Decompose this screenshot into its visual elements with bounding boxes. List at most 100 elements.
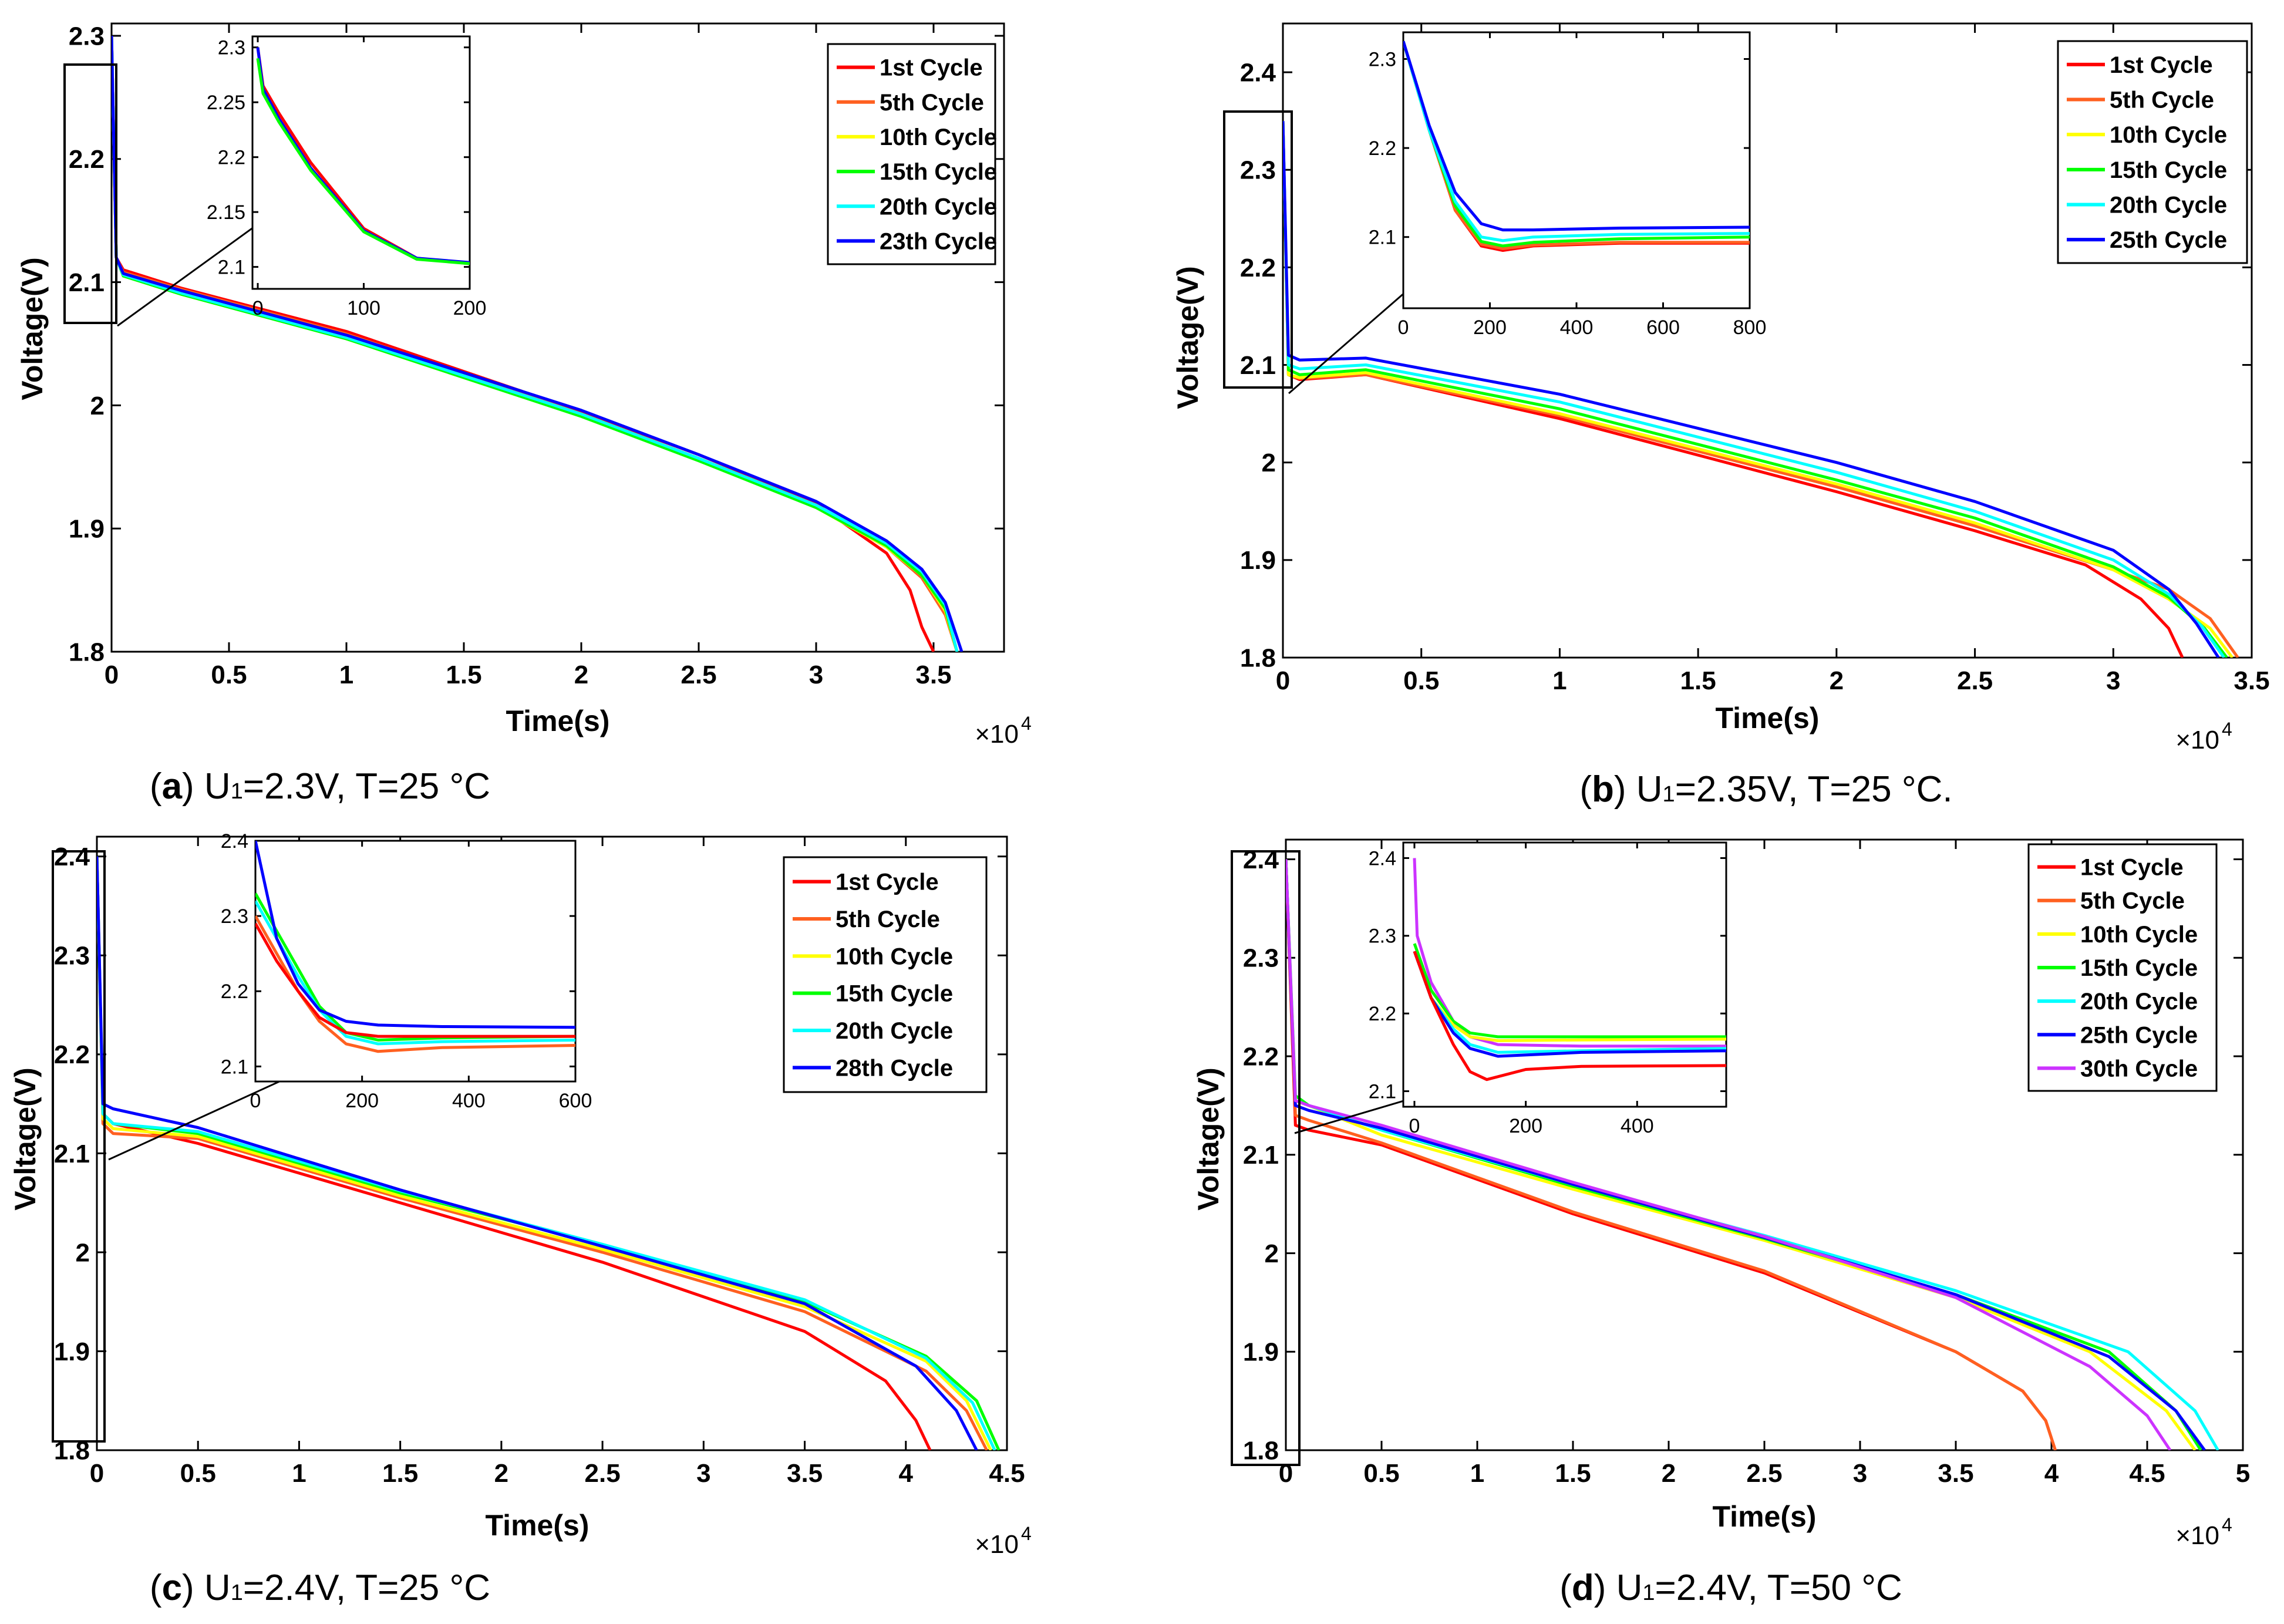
panel-c-xtick-label: 2 — [494, 1459, 508, 1488]
panel-c-xtick-label: 3 — [696, 1459, 710, 1488]
legend-label: 10th Cycle — [880, 124, 997, 150]
x-multiplier: ×10 — [2175, 1521, 2219, 1550]
panel-a-xtick-label: 1.5 — [446, 661, 481, 689]
inset-b-xtick-label: 200 — [1473, 316, 1507, 339]
panel-b-xtick-label: 1.5 — [1680, 666, 1716, 695]
inset-c-xtick-label: 600 — [559, 1090, 592, 1112]
inset-c: 0 200 400 600 2.1 2.2 2.3 2.4 — [221, 830, 592, 1112]
panel-caption: (a) U1=2.3V, T=25 °C — [150, 766, 490, 807]
legend-label: 15th Cycle — [880, 159, 997, 185]
panel-b-ytick-label: 2 — [1262, 449, 1276, 477]
inset-d-ytick-label: 2.2 — [1369, 1003, 1396, 1025]
caption-part: ( — [150, 1568, 162, 1608]
inset-d-ytick-label: 2.1 — [1369, 1080, 1396, 1103]
inset-c-series-line-1 — [255, 892, 575, 1042]
panel-c-ytick-label: 2.3 — [54, 942, 90, 971]
legend: 1st Cycle 5th Cycle 10th Cycle 15th Cycle 20… — [2057, 40, 2248, 264]
legend-label: 20th Cycle — [2110, 193, 2227, 218]
panel-d-xtick-label: 4 — [2044, 1459, 2059, 1488]
legend-label: 10th Cycle — [2110, 122, 2227, 148]
panel-c-ytick-label: 2.2 — [54, 1040, 90, 1069]
panel-b-xtick-label: 1 — [1552, 666, 1567, 695]
panel-d-xtick-label: 3 — [1853, 1459, 1867, 1488]
caption-part: =2.4V, T=25 °C — [243, 1568, 490, 1608]
panel-d-xtick-label: 5 — [2236, 1459, 2250, 1488]
inset-d: 0 200 400 2.1 2.2 2.3 2.4 — [1369, 841, 1727, 1137]
zoom-box — [63, 63, 117, 324]
legend: 1st Cycle 5th Cycle 10th Cycle 15th Cycle 20… — [827, 43, 997, 265]
x-axis-label: Time(s) — [486, 1509, 589, 1542]
inset-a-xtick-label: 100 — [347, 297, 380, 319]
panel-d-ytick-label: 2 — [1265, 1239, 1279, 1268]
legend-box — [2057, 40, 2248, 264]
inset-a-ytick-label: 2.15 — [207, 201, 245, 224]
inset-a-ytick-label: 2.3 — [218, 37, 245, 59]
panel-d-ytick-label: 2.4 — [1243, 845, 1279, 874]
panel-a-ytick-label: 2 — [90, 392, 105, 420]
panel-a-ytick-label: 2.1 — [69, 268, 105, 297]
panel-b-series-line-25th-cycle — [1283, 121, 2220, 658]
panel-c-xtick-label: 4 — [899, 1459, 914, 1488]
x-axis-label: Time(s) — [1716, 702, 1820, 734]
y-axis-label: Voltage(V) — [16, 257, 49, 400]
panel-b-ytick-label: 2.4 — [1240, 58, 1276, 87]
panel-c-xtick-label: 0.5 — [180, 1459, 216, 1488]
panel-a-ytick-label: 1.9 — [69, 515, 105, 544]
panel-b-xtick-label: 0.5 — [1403, 666, 1439, 695]
panel-d-ytick-label: 2.3 — [1243, 944, 1279, 973]
inset-d-xtick-label: 400 — [1621, 1115, 1654, 1137]
caption-part: ) — [1614, 769, 1636, 810]
panel-b-ytick-label: 1.9 — [1240, 546, 1276, 575]
panel-a-ytick-label: 2.3 — [69, 22, 105, 50]
inset-a-ytick-label: 2.2 — [218, 147, 245, 169]
inset-b-series-line-4 — [1403, 41, 1750, 232]
caption-part: b — [1592, 769, 1614, 810]
caption-part: c — [162, 1568, 182, 1608]
legend-label: 23th Cycle — [880, 228, 997, 254]
panel-a-ytick-label: 1.8 — [69, 638, 105, 666]
legend-label: 10th Cycle — [2080, 922, 2198, 948]
inset-b-xtick-label: 0 — [1398, 316, 1409, 339]
inset-b: 0 200 400 600 800 2.1 2.2 2.3 — [1369, 31, 1766, 339]
legend-label: 5th Cycle — [2110, 87, 2214, 113]
panel-b-ytick-label: 2.3 — [1240, 156, 1276, 185]
legend-label: 15th Cycle — [836, 981, 953, 1007]
legend-label: 25th Cycle — [2080, 1022, 2198, 1048]
inset-c-ytick-label: 2.1 — [221, 1056, 248, 1078]
inset-d-xtick-label: 0 — [1409, 1115, 1420, 1137]
inset-a-frame — [251, 35, 471, 290]
caption-part: U — [204, 1568, 231, 1608]
caption-part: d — [1572, 1568, 1594, 1608]
legend-label: 10th Cycle — [836, 944, 953, 969]
panel-d-ytick-label: 1.8 — [1243, 1436, 1279, 1465]
inset-c-series-line-0 — [255, 915, 575, 1053]
panel-b: 0 0.5 1 1.5 2 2.5 3 3.5 1.8 1.9 2 2.1 2.2 2.3 2.4 Time(… — [1171, 22, 2270, 810]
caption-part: ( — [150, 766, 162, 807]
inset-b-ytick-label: 2.2 — [1369, 137, 1396, 160]
panel-d: 0 0.5 1 1.5 2 2.5 3 3.5 4 4.5 5 1.8 1.9 2 2.1 2.2 2.3 2.4… — [1192, 838, 2250, 1608]
y-axis-label: Voltage(V) — [1192, 1067, 1225, 1211]
legend-label: 1st Cycle — [880, 55, 983, 81]
inset-c-series-line-3 — [255, 922, 575, 1038]
panel-b-xtick-label: 2 — [1830, 666, 1844, 695]
panel-caption: (b) U1=2.35V, T=25 °C. — [1579, 769, 1952, 810]
panel-d-xtick-label: 1.5 — [1555, 1459, 1591, 1488]
inset-b-frame — [1402, 31, 1751, 309]
inset-a-xtick-label: 0 — [252, 297, 264, 319]
inset-c-ytick-label: 2.3 — [221, 905, 248, 928]
panel-a-xtick-label: 3 — [809, 661, 823, 689]
x-multiplier: ×10 — [2175, 726, 2219, 754]
panel-b-xtick-label: 3 — [2106, 666, 2120, 695]
caption-part: =2.3V, T=25 °C — [243, 766, 490, 807]
inset-d-ytick-label: 2.4 — [1369, 847, 1396, 870]
inset-d-series-line-5 — [1413, 951, 1726, 1081]
x-exponent: 4 — [2222, 719, 2232, 740]
legend-label: 15th Cycle — [2080, 955, 2198, 981]
panel-d-series-line-5th-cycle — [1286, 859, 2057, 1450]
panel-a-xtick-label: 0.5 — [211, 661, 247, 689]
caption-part: 1 — [1663, 782, 1675, 807]
x-exponent: 4 — [1021, 1523, 1032, 1544]
inset-b-xtick-label: 600 — [1646, 316, 1680, 339]
caption-part: 1 — [231, 1581, 243, 1605]
x-axis-label: Time(s) — [506, 705, 610, 737]
